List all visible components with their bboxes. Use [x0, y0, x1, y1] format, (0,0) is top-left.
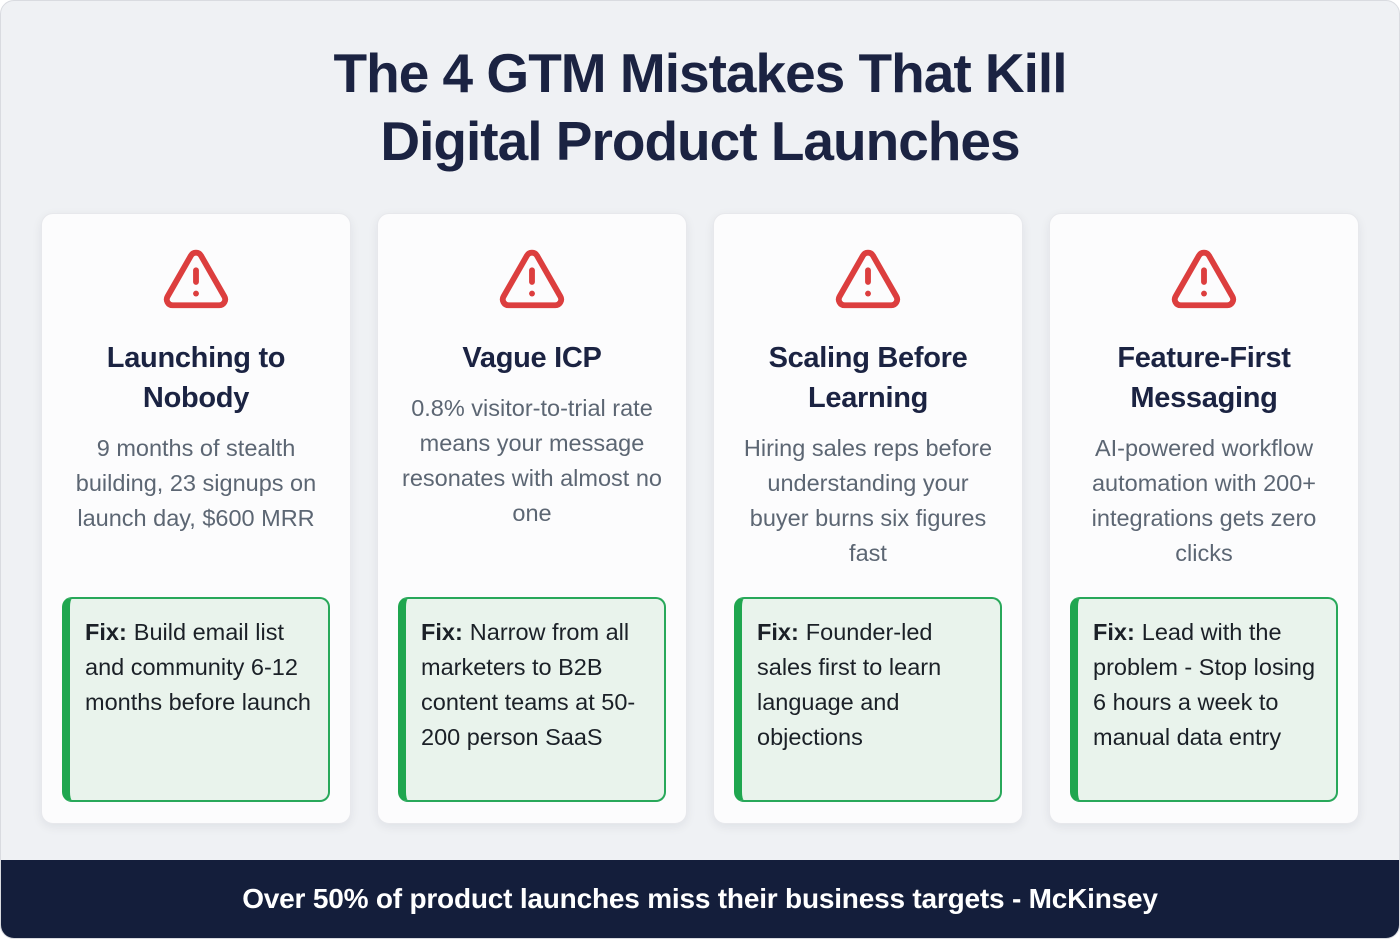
card-scaling-before-learning: Scaling Before Learning Hiring sales rep… [713, 213, 1023, 824]
card-vague-icp: Vague ICP 0.8% visitor-to-trial rate mea… [377, 213, 687, 824]
alert-triangle-icon [493, 244, 571, 314]
card-description: AI-powered workflow automation with 200+… [1091, 435, 1317, 566]
card-description: 0.8% visitor-to-trial rate means your me… [402, 395, 662, 526]
fix-body: Founder-led sales first to learn languag… [757, 619, 942, 750]
page-title-line-2: Digital Product Launches [380, 110, 1020, 172]
fix-callout: Fix: Lead with the problem - Stop losing … [1070, 597, 1338, 802]
page-title: The 4 GTM Mistakes That Kill Digital Prod… [1, 39, 1399, 175]
mistake-cards-row: Launching to Nobody 9 months of stealth … [1, 213, 1399, 824]
card-title: Vague ICP [462, 342, 602, 374]
fix-text: Fix: Build email list and community 6-12 … [85, 615, 316, 720]
card-description: Hiring sales reps before understanding y… [743, 435, 993, 566]
fix-callout: Fix: Narrow from all marketers to B2B con… [398, 597, 666, 802]
fix-text: Fix: Lead with the problem - Stop losing … [1093, 615, 1324, 755]
card-feature-first-messaging: Feature-First Messaging AI-powered workf… [1049, 213, 1359, 824]
fix-label: Fix: [421, 619, 463, 645]
card-title: Scaling Before Learning [768, 342, 968, 414]
fix-text: Fix: Founder-led sales first to learn lan… [757, 615, 988, 755]
card-launching-to-nobody: Launching to Nobody 9 months of stealth … [41, 213, 351, 824]
fix-body: Build email list and community 6-12 mont… [85, 619, 312, 715]
fix-callout: Fix: Founder-led sales first to learn lan… [734, 597, 1002, 802]
fix-label: Fix: [85, 619, 127, 645]
card-description: 9 months of stealth building, 23 signups… [75, 435, 317, 531]
fix-body: Narrow from all marketers to B2B content… [421, 619, 636, 750]
fix-text: Fix: Narrow from all marketers to B2B con… [421, 615, 652, 755]
fix-body: Lead with the problem - Stop losing 6 ho… [1093, 619, 1316, 750]
card-title: Feature-First Messaging [1117, 342, 1291, 414]
fix-label: Fix: [1093, 619, 1135, 645]
page-title-line-1: The 4 GTM Mistakes That Kill [333, 42, 1068, 104]
alert-triangle-icon [829, 244, 907, 314]
alert-triangle-icon [1165, 244, 1243, 314]
alert-triangle-icon [157, 244, 235, 314]
footer-quote: Over 50% of product launches miss their … [242, 883, 1158, 914]
fix-label: Fix: [757, 619, 799, 645]
card-title: Launching to Nobody [106, 342, 286, 414]
fix-callout: Fix: Build email list and community 6-12 … [62, 597, 330, 802]
footer-banner: Over 50% of product launches miss their … [1, 860, 1399, 938]
